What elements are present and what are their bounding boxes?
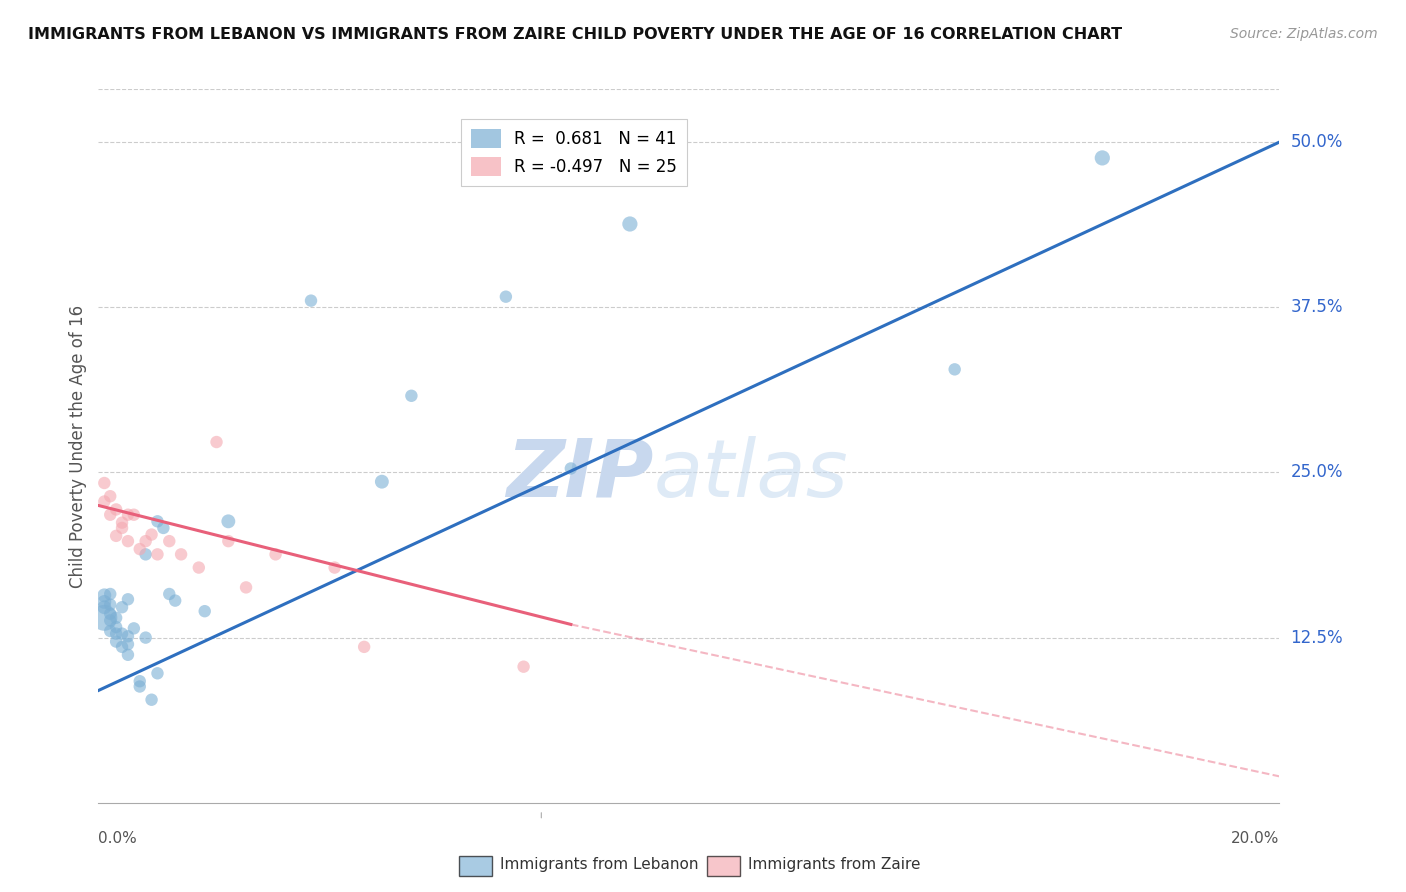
- Text: 0.0%: 0.0%: [98, 831, 138, 847]
- Point: [146, 514, 169, 528]
- Point: [135, 547, 157, 561]
- Text: 50.0%: 50.0%: [1291, 133, 1343, 151]
- Point: [146, 666, 169, 681]
- Point: [371, 475, 394, 489]
- Point: [93, 588, 115, 602]
- Point: [98, 508, 121, 522]
- Point: [205, 435, 228, 450]
- Text: Immigrants from Zaire: Immigrants from Zaire: [748, 856, 921, 871]
- Legend: R =  0.681   N = 41, R = -0.497   N = 25: R = 0.681 N = 41, R = -0.497 N = 25: [461, 119, 688, 186]
- Point: [98, 598, 121, 612]
- Point: [122, 508, 145, 522]
- Point: [93, 475, 115, 490]
- Point: [619, 217, 641, 231]
- Text: IMMIGRANTS FROM LEBANON VS IMMIGRANTS FROM ZAIRE CHILD POVERTY UNDER THE AGE OF : IMMIGRANTS FROM LEBANON VS IMMIGRANTS FR…: [28, 27, 1122, 42]
- Text: 20.0%: 20.0%: [1232, 831, 1279, 847]
- Point: [93, 494, 115, 508]
- Point: [117, 648, 139, 662]
- Point: [128, 680, 150, 694]
- Point: [128, 674, 150, 689]
- Text: 25.0%: 25.0%: [1291, 464, 1343, 482]
- Point: [105, 626, 128, 640]
- Point: [105, 529, 128, 543]
- Point: [146, 547, 169, 561]
- Point: [111, 516, 134, 530]
- Point: [93, 611, 115, 625]
- Point: [98, 624, 121, 638]
- Point: [117, 508, 139, 522]
- Text: 37.5%: 37.5%: [1291, 298, 1343, 317]
- Point: [93, 595, 115, 609]
- Point: [943, 362, 966, 376]
- Text: atlas: atlas: [654, 435, 848, 514]
- Point: [157, 534, 180, 549]
- Text: Source: ZipAtlas.com: Source: ZipAtlas.com: [1230, 27, 1378, 41]
- Point: [560, 461, 582, 475]
- Point: [98, 614, 121, 628]
- Point: [128, 542, 150, 557]
- Point: [135, 534, 157, 549]
- Point: [235, 581, 257, 595]
- Point: [187, 560, 209, 574]
- Point: [152, 521, 174, 535]
- Point: [165, 593, 187, 607]
- Point: [93, 600, 115, 615]
- Point: [323, 560, 346, 574]
- Point: [111, 521, 134, 535]
- Point: [117, 534, 139, 549]
- Point: [105, 502, 128, 516]
- Point: [117, 592, 139, 607]
- Point: [170, 547, 193, 561]
- Text: Immigrants from Lebanon: Immigrants from Lebanon: [501, 856, 699, 871]
- Point: [353, 640, 375, 654]
- Point: [111, 600, 134, 615]
- Point: [1091, 151, 1114, 165]
- Point: [194, 604, 217, 618]
- Point: [117, 637, 139, 651]
- Point: [495, 290, 517, 304]
- Point: [512, 659, 534, 673]
- FancyBboxPatch shape: [707, 855, 740, 876]
- Point: [98, 587, 121, 601]
- Point: [157, 587, 180, 601]
- FancyBboxPatch shape: [458, 855, 492, 876]
- Point: [111, 640, 134, 654]
- Point: [264, 547, 287, 561]
- Point: [105, 611, 128, 625]
- Point: [141, 527, 163, 541]
- Point: [105, 620, 128, 634]
- Point: [105, 634, 128, 648]
- Text: ZIP: ZIP: [506, 435, 654, 514]
- Y-axis label: Child Poverty Under the Age of 16: Child Poverty Under the Age of 16: [69, 304, 87, 588]
- Point: [98, 607, 121, 621]
- Point: [401, 389, 423, 403]
- Text: 12.5%: 12.5%: [1291, 629, 1343, 647]
- Point: [217, 534, 239, 549]
- Point: [117, 629, 139, 643]
- Point: [217, 514, 239, 528]
- Point: [135, 631, 157, 645]
- Point: [141, 692, 163, 706]
- Point: [122, 621, 145, 635]
- Point: [111, 626, 134, 640]
- Point: [98, 489, 121, 503]
- Point: [299, 293, 322, 308]
